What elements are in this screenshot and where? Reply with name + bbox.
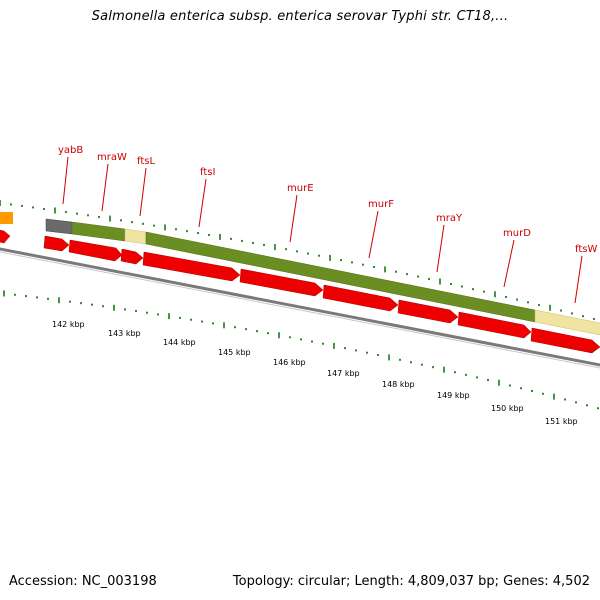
kbp-label-150: 150 kbp xyxy=(491,404,524,413)
gene-labels: yabB mraW ftsL ftsI murE murF mraY murD … xyxy=(58,145,597,255)
gene-label-ftsI: ftsI xyxy=(200,167,215,178)
gene-label-murD: murD xyxy=(503,228,531,239)
cds-track xyxy=(0,229,600,354)
gene-label-murF: murF xyxy=(368,199,394,210)
cog-segment-yabB xyxy=(45,218,73,235)
cds-arrow-ftsI xyxy=(142,251,241,282)
gene-leader-line xyxy=(101,163,109,212)
cds-arrow-mraW xyxy=(68,239,123,262)
gene-label-mraY: mraY xyxy=(436,213,463,224)
gene-leader-line xyxy=(368,210,379,259)
gene-leader-line xyxy=(574,255,583,304)
gene-label-leaders xyxy=(62,156,583,304)
cds-arrow-ftsL xyxy=(120,248,144,265)
accession-text: Accession: NC_003198 xyxy=(9,574,157,589)
cog-segment-mraW xyxy=(71,221,126,242)
cds-arrow-mraY xyxy=(397,299,459,324)
cog-segment-orange xyxy=(0,212,13,224)
kbp-label-148: 148 kbp xyxy=(382,380,415,389)
kbp-label-142: 142 kbp xyxy=(52,320,85,329)
outer-tick-track xyxy=(0,200,595,321)
genome-backbone xyxy=(0,247,600,369)
topology-text: Topology: circular; Length: 4,809,037 bp… xyxy=(232,574,590,589)
gene-leader-line xyxy=(436,224,445,273)
cog-segment-ftsW xyxy=(534,309,600,336)
gene-leader-line xyxy=(503,239,515,288)
gene-label-ftsW: ftsW xyxy=(575,244,597,255)
kbp-label-144: 144 kbp xyxy=(163,338,196,347)
kbp-label-151: 151 kbp xyxy=(545,417,578,426)
kbp-label-143: 143 kbp xyxy=(108,329,141,338)
gene-label-murE: murE xyxy=(287,183,314,194)
gene-leader-line xyxy=(62,156,69,205)
cds-arrow-ftsW xyxy=(530,327,600,354)
cds-arrow-murE xyxy=(239,268,324,297)
kbp-labels: 142 kbp 143 kbp 144 kbp 145 kbp 146 kbp … xyxy=(52,320,578,426)
cog-feature-track xyxy=(0,212,600,336)
cds-arrow-murD xyxy=(457,311,532,339)
kbp-label-149: 149 kbp xyxy=(437,391,470,400)
kbp-label-146: 146 kbp xyxy=(273,358,306,367)
map-title: Salmonella enterica subsp. enterica sero… xyxy=(91,9,509,24)
gene-label-ftsL: ftsL xyxy=(137,156,155,167)
gene-label-yabB: yabB xyxy=(58,145,83,156)
cds-arrow-murF xyxy=(322,284,399,312)
cds-arrow-yabB xyxy=(43,235,70,252)
gene-leader-line xyxy=(139,167,147,217)
cog-segment-murgroup xyxy=(145,231,536,323)
cog-segment-ftsL xyxy=(124,228,147,245)
cds-arrow-left-edge xyxy=(0,229,11,244)
gene-leader-line xyxy=(289,194,298,243)
inner-tick-track xyxy=(3,290,599,410)
gene-label-mraW: mraW xyxy=(97,152,127,163)
gene-leader-line xyxy=(198,178,207,228)
kbp-label-147: 147 kbp xyxy=(327,369,360,378)
kbp-label-145: 145 kbp xyxy=(218,348,251,357)
